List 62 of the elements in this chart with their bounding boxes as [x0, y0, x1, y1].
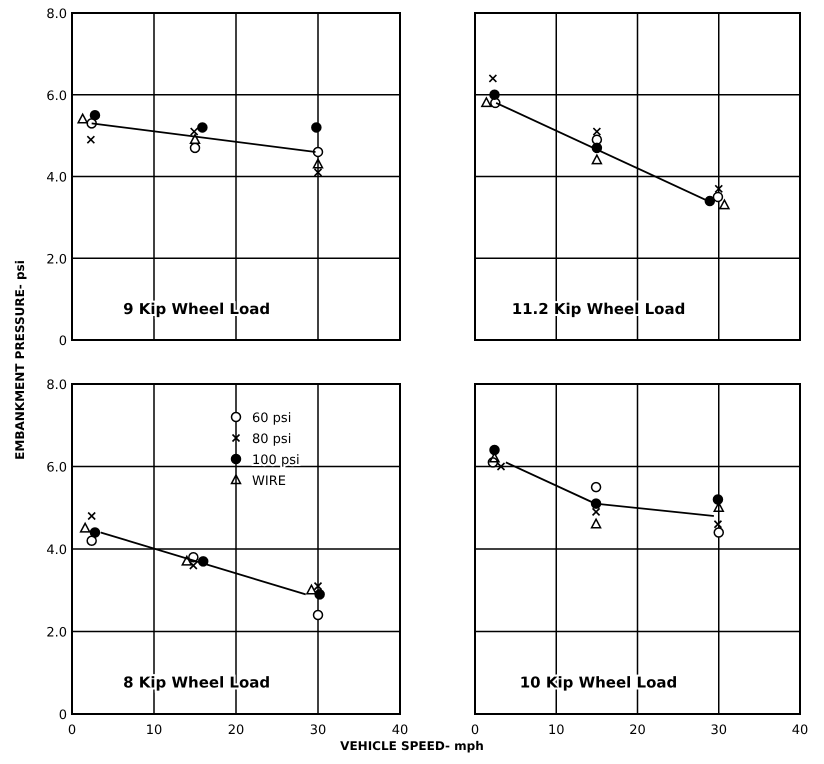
point — [87, 512, 96, 520]
x-axis-title: VEHICLE SPEED- mph — [340, 739, 484, 753]
x-tick-label: 30 — [310, 723, 326, 738]
point — [489, 90, 500, 100]
y-tick-label: 6.0 — [46, 460, 67, 476]
point — [704, 196, 716, 206]
point — [77, 114, 88, 124]
legend-label: 80 psi — [252, 432, 292, 447]
point — [190, 142, 200, 154]
point — [714, 184, 724, 194]
y-tick-label: 0 — [58, 334, 67, 349]
point — [712, 494, 724, 505]
point — [306, 584, 317, 594]
x-tick-label: 20 — [629, 723, 646, 738]
y-tick-label: 8.0 — [46, 378, 67, 393]
point — [714, 520, 722, 529]
point — [311, 122, 322, 133]
y-tick-label: 2.0 — [46, 252, 67, 268]
y-tick-label: 0 — [58, 708, 67, 723]
x-tick-label: 40 — [392, 723, 408, 738]
point — [590, 482, 602, 492]
x-tick-label: 20 — [228, 723, 244, 738]
point — [481, 97, 492, 108]
point — [590, 518, 602, 528]
y-tick-label: 6.0 — [46, 88, 67, 104]
point — [592, 508, 600, 516]
point — [197, 122, 208, 133]
legend-label: WIRE — [252, 474, 286, 489]
legend-label: 100 psi — [252, 453, 300, 468]
y-tick-label: 4.0 — [46, 543, 67, 558]
y-tick-label: 2.0 — [46, 626, 67, 640]
point — [714, 527, 724, 538]
x-tick-label: 10 — [548, 723, 565, 738]
point — [719, 199, 730, 210]
y-tick-label: 8.0 — [46, 7, 67, 22]
point — [488, 74, 498, 83]
x-tick-label: 30 — [710, 723, 728, 738]
point — [189, 561, 198, 570]
y-axis-title: EMBANKMENT PRESSURE- psi — [13, 260, 27, 460]
point — [190, 127, 198, 136]
point — [312, 146, 324, 158]
point — [314, 168, 322, 177]
point — [86, 135, 96, 144]
legend-label: 60 psi — [252, 411, 292, 426]
point — [312, 158, 324, 168]
point — [489, 444, 500, 456]
y-tick-label: 4.0 — [46, 170, 67, 186]
point — [592, 154, 602, 164]
point — [80, 522, 90, 533]
point — [182, 556, 192, 566]
point — [314, 582, 322, 590]
x-tick-label: 10 — [146, 723, 162, 738]
point — [314, 589, 325, 600]
point — [592, 127, 602, 136]
point — [90, 110, 100, 120]
point — [190, 134, 200, 144]
point — [312, 610, 324, 620]
point — [712, 192, 724, 202]
point — [86, 536, 97, 546]
point — [90, 527, 100, 538]
x-tick-label: 40 — [792, 723, 808, 738]
x-tick-label: 0 — [470, 723, 480, 738]
